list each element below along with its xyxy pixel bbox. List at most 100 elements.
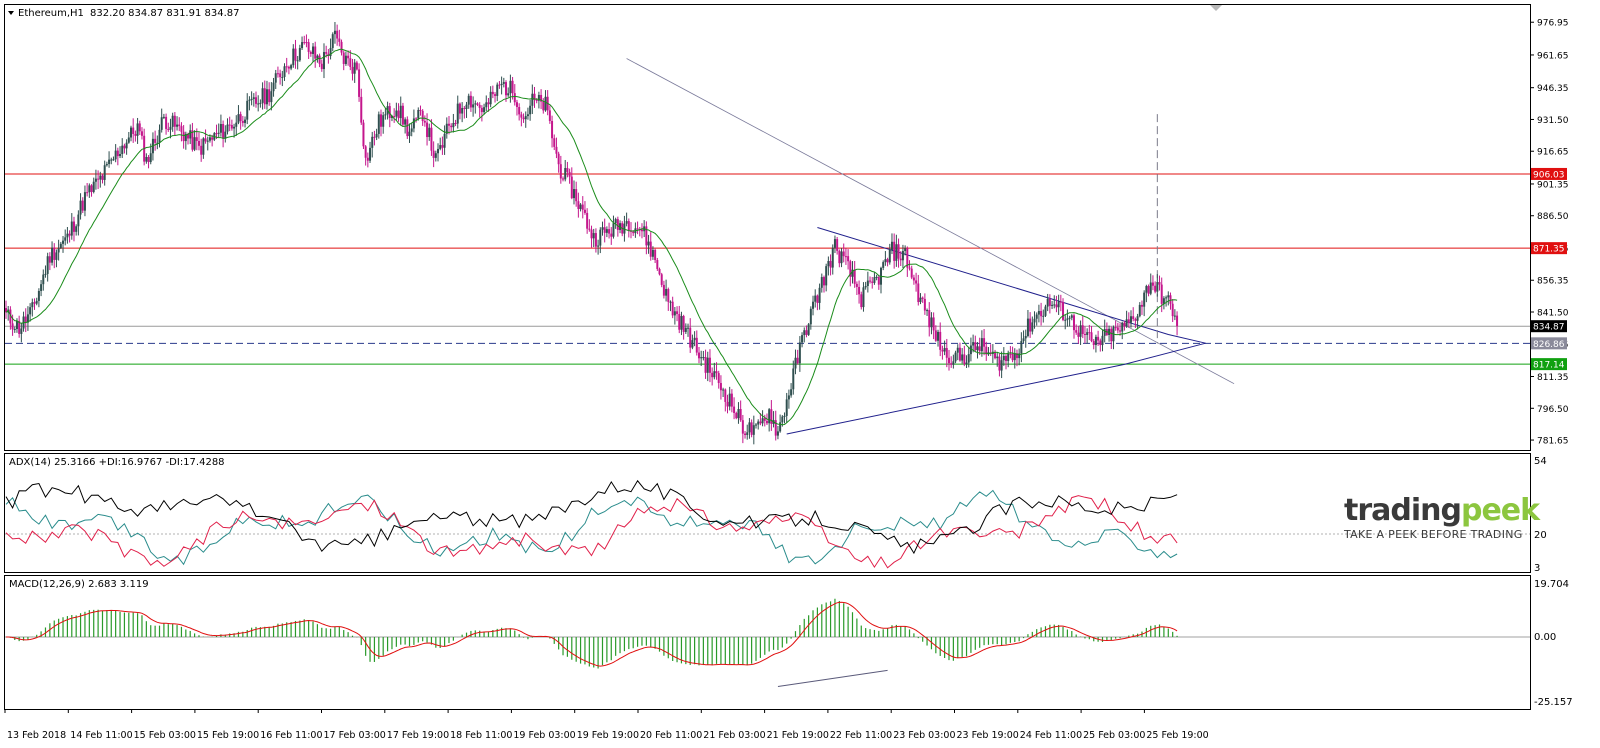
candle	[1136, 313, 1139, 330]
candle	[625, 212, 628, 227]
candle	[406, 116, 409, 139]
candle	[1092, 339, 1095, 350]
candle	[1022, 330, 1025, 344]
time-label-0: 13 Feb 2018	[7, 730, 66, 741]
plus-di-line	[5, 489, 1178, 566]
candle	[241, 115, 244, 127]
trendlines	[626, 58, 1235, 435]
candle	[158, 124, 161, 148]
candle	[1029, 312, 1032, 338]
candle	[59, 241, 62, 250]
candle	[976, 342, 979, 359]
candle	[954, 350, 957, 364]
minus-di-line	[5, 495, 1178, 569]
candle	[252, 93, 255, 107]
adx-lines	[5, 479, 1178, 569]
candle	[551, 115, 554, 148]
candle	[748, 418, 751, 439]
price-tick-13: 781.65	[1537, 437, 1569, 447]
candle	[825, 263, 828, 292]
candle	[812, 295, 815, 316]
candle	[18, 315, 21, 338]
candle	[941, 345, 944, 360]
candle	[599, 227, 602, 254]
candle	[88, 183, 91, 198]
candle	[691, 334, 694, 350]
candle	[399, 96, 402, 126]
candle	[1000, 351, 1003, 379]
time-label-8: 19 Feb 03:00	[513, 730, 575, 741]
candle	[1156, 274, 1159, 297]
candle	[963, 345, 966, 367]
candle	[423, 115, 426, 127]
candle	[202, 137, 205, 159]
candle	[331, 32, 334, 52]
candle	[842, 243, 845, 263]
candle	[798, 336, 801, 372]
candle	[899, 251, 902, 267]
candle	[1011, 346, 1014, 363]
price-tick-6: 886.50	[1537, 212, 1569, 222]
candle	[978, 337, 981, 356]
candle	[136, 117, 139, 144]
candle	[511, 76, 514, 100]
candle	[312, 43, 315, 62]
candle	[671, 296, 674, 319]
candle	[656, 257, 659, 271]
candle	[250, 91, 253, 106]
candle	[917, 274, 920, 306]
candle	[693, 331, 696, 347]
candle	[559, 155, 562, 184]
candle	[1097, 330, 1100, 346]
price-levels	[5, 173, 1530, 365]
candle	[1005, 354, 1008, 370]
candle	[722, 387, 725, 398]
candle	[35, 297, 38, 306]
candle	[654, 248, 657, 264]
dropdown-triangle-icon[interactable]	[8, 11, 14, 15]
candle	[649, 232, 652, 261]
candle	[890, 233, 893, 255]
candle	[474, 100, 477, 114]
candle	[279, 69, 282, 85]
price-pane-frame	[4, 4, 1531, 451]
shift-marker-icon[interactable]	[1210, 5, 1222, 11]
candle	[697, 346, 700, 364]
candle	[1134, 317, 1137, 328]
candle	[575, 181, 578, 207]
candle	[375, 128, 378, 141]
level-tag-text-0: 906.03	[1533, 170, 1565, 180]
time-label-2: 15 Feb 03:00	[134, 730, 196, 741]
candle	[967, 347, 970, 368]
candle	[64, 229, 67, 246]
candle	[70, 213, 73, 240]
candle	[121, 138, 124, 158]
candle	[640, 223, 643, 239]
candle	[564, 159, 567, 182]
candle	[116, 147, 119, 166]
candle	[759, 412, 762, 426]
candle	[1086, 328, 1089, 344]
candle	[1101, 330, 1104, 352]
candle	[608, 222, 611, 239]
candle	[165, 113, 168, 135]
candle	[276, 66, 279, 78]
candle	[757, 419, 760, 430]
candle	[787, 389, 790, 409]
candle	[355, 60, 358, 71]
time-label-1: 14 Feb 11:00	[70, 730, 132, 741]
candle	[518, 103, 521, 121]
candle	[274, 69, 277, 89]
candle	[950, 356, 953, 368]
candle	[83, 185, 86, 217]
candle	[943, 340, 946, 356]
candle	[1116, 322, 1119, 334]
candle	[869, 276, 872, 284]
candle	[1140, 300, 1143, 315]
macd-pane-frame	[4, 575, 1531, 710]
candle	[417, 107, 420, 121]
candle	[728, 386, 731, 411]
candle	[1035, 312, 1038, 326]
candle	[836, 236, 839, 255]
